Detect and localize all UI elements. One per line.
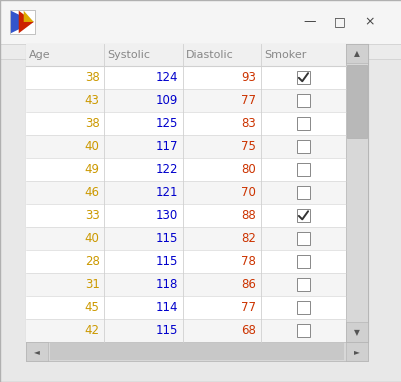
Bar bbox=[296, 117, 309, 129]
Text: 82: 82 bbox=[241, 232, 255, 245]
Bar bbox=[345, 322, 367, 342]
Text: 77: 77 bbox=[241, 94, 255, 107]
Bar bbox=[296, 209, 309, 222]
Bar bbox=[26, 204, 345, 227]
Text: ×: × bbox=[364, 15, 374, 29]
Bar bbox=[296, 324, 309, 337]
Bar bbox=[296, 255, 309, 268]
Text: 42: 42 bbox=[84, 324, 99, 337]
Bar bbox=[26, 342, 367, 361]
Text: 117: 117 bbox=[155, 140, 177, 153]
Text: Smoker: Smoker bbox=[263, 50, 306, 60]
Polygon shape bbox=[24, 11, 34, 22]
Text: 38: 38 bbox=[85, 117, 99, 130]
Text: 114: 114 bbox=[155, 301, 177, 314]
Text: —: — bbox=[302, 15, 315, 29]
Text: 115: 115 bbox=[155, 324, 177, 337]
Text: 83: 83 bbox=[241, 117, 255, 130]
Bar bbox=[26, 273, 345, 296]
Bar bbox=[26, 89, 345, 112]
Text: 130: 130 bbox=[155, 209, 177, 222]
Text: ▲: ▲ bbox=[353, 49, 359, 58]
Bar bbox=[0, 44, 401, 59]
Bar bbox=[296, 301, 309, 314]
Polygon shape bbox=[19, 11, 34, 33]
Text: 45: 45 bbox=[85, 301, 99, 314]
Text: Age: Age bbox=[29, 50, 51, 60]
Text: Systolic: Systolic bbox=[107, 50, 150, 60]
Bar bbox=[345, 44, 367, 342]
Text: 109: 109 bbox=[155, 94, 177, 107]
Text: 38: 38 bbox=[85, 71, 99, 84]
Text: 80: 80 bbox=[241, 163, 255, 176]
Text: 93: 93 bbox=[241, 71, 255, 84]
Bar bbox=[345, 342, 367, 361]
Bar bbox=[296, 278, 309, 291]
Text: 118: 118 bbox=[155, 278, 177, 291]
Bar bbox=[296, 140, 309, 152]
Text: ◄: ◄ bbox=[34, 347, 40, 356]
Text: 70: 70 bbox=[241, 186, 255, 199]
Text: ►: ► bbox=[353, 347, 359, 356]
Bar bbox=[296, 71, 309, 84]
Text: 88: 88 bbox=[241, 209, 255, 222]
Polygon shape bbox=[11, 11, 34, 33]
Text: 31: 31 bbox=[85, 278, 99, 291]
Text: 40: 40 bbox=[85, 232, 99, 245]
Bar bbox=[50, 343, 343, 360]
Bar bbox=[0, 0, 401, 44]
Text: 49: 49 bbox=[84, 163, 99, 176]
Text: 28: 28 bbox=[85, 255, 99, 268]
Bar bbox=[296, 163, 309, 176]
Bar bbox=[345, 44, 367, 63]
Text: 125: 125 bbox=[155, 117, 177, 130]
Text: □: □ bbox=[333, 15, 345, 29]
Bar bbox=[26, 135, 345, 158]
Bar bbox=[26, 112, 345, 135]
Bar bbox=[26, 66, 345, 89]
Text: Diastolic: Diastolic bbox=[185, 50, 233, 60]
Text: 77: 77 bbox=[241, 301, 255, 314]
Bar bbox=[26, 44, 367, 342]
Text: 78: 78 bbox=[241, 255, 255, 268]
Text: 40: 40 bbox=[85, 140, 99, 153]
Text: 75: 75 bbox=[241, 140, 255, 153]
Bar bbox=[26, 227, 345, 250]
Text: 33: 33 bbox=[85, 209, 99, 222]
Bar bbox=[296, 232, 309, 244]
Text: 43: 43 bbox=[85, 94, 99, 107]
Text: 121: 121 bbox=[155, 186, 177, 199]
Bar bbox=[26, 181, 345, 204]
Bar bbox=[26, 342, 48, 361]
Bar bbox=[10, 10, 35, 34]
Text: 124: 124 bbox=[155, 71, 177, 84]
Text: 86: 86 bbox=[241, 278, 255, 291]
Bar bbox=[26, 158, 345, 181]
Text: 115: 115 bbox=[155, 255, 177, 268]
Bar bbox=[346, 65, 366, 138]
Text: ▼: ▼ bbox=[353, 328, 359, 337]
Bar bbox=[26, 296, 345, 319]
Bar bbox=[26, 319, 345, 342]
Bar bbox=[26, 44, 345, 66]
Text: 122: 122 bbox=[155, 163, 177, 176]
Bar bbox=[26, 250, 345, 273]
Text: 46: 46 bbox=[84, 186, 99, 199]
Text: 115: 115 bbox=[155, 232, 177, 245]
Bar bbox=[296, 186, 309, 199]
Text: 68: 68 bbox=[241, 324, 255, 337]
Bar bbox=[296, 94, 309, 107]
